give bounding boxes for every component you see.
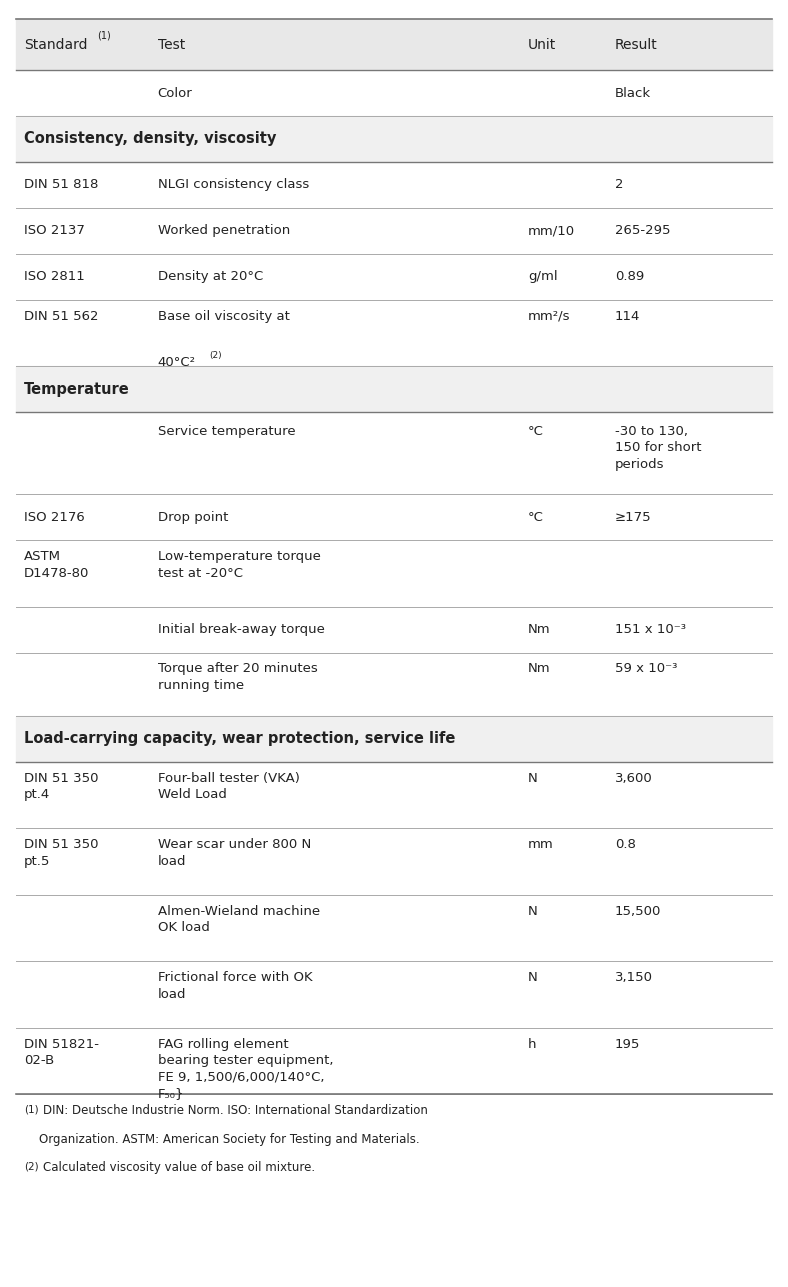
Bar bbox=[16, 19, 772, 69]
Text: Black: Black bbox=[615, 86, 651, 99]
Text: ASTM
D1478-80: ASTM D1478-80 bbox=[24, 551, 89, 580]
Bar bbox=[16, 541, 772, 607]
Bar bbox=[16, 607, 772, 653]
Text: ISO 2811: ISO 2811 bbox=[24, 270, 84, 283]
Text: 114: 114 bbox=[615, 310, 640, 323]
Text: (1): (1) bbox=[97, 31, 110, 41]
Text: mm/10: mm/10 bbox=[528, 224, 575, 237]
Text: Nm: Nm bbox=[528, 663, 551, 676]
Text: °C: °C bbox=[528, 511, 544, 524]
Text: DIN 51 350
pt.5: DIN 51 350 pt.5 bbox=[24, 838, 98, 867]
Bar bbox=[16, 494, 772, 541]
Text: 2: 2 bbox=[615, 179, 623, 192]
Text: Worked penetration: Worked penetration bbox=[158, 224, 290, 237]
Bar bbox=[16, 254, 772, 300]
Text: Unit: Unit bbox=[528, 37, 556, 51]
Text: Torque after 20 minutes
running time: Torque after 20 minutes running time bbox=[158, 663, 318, 692]
Text: 40°C²: 40°C² bbox=[158, 356, 195, 369]
Bar bbox=[16, 208, 772, 254]
Text: Density at 20°C: Density at 20°C bbox=[158, 270, 263, 283]
Text: DIN 51 562: DIN 51 562 bbox=[24, 310, 98, 323]
Text: DIN 51 818: DIN 51 818 bbox=[24, 179, 98, 192]
Text: (2): (2) bbox=[24, 1161, 39, 1171]
Text: DIN: Deutsche Industrie Norm. ISO: International Standardization: DIN: Deutsche Industrie Norm. ISO: Inter… bbox=[43, 1104, 428, 1117]
Text: -30 to 130,
150 for short
periods: -30 to 130, 150 for short periods bbox=[615, 425, 701, 471]
Text: DIN 51821-
02-B: DIN 51821- 02-B bbox=[24, 1037, 98, 1067]
Bar bbox=[16, 300, 772, 367]
Text: Nm: Nm bbox=[528, 623, 551, 636]
Text: 3,150: 3,150 bbox=[615, 972, 652, 985]
Text: Load-carrying capacity, wear protection, service life: Load-carrying capacity, wear protection,… bbox=[24, 731, 455, 746]
Text: mm: mm bbox=[528, 838, 554, 851]
Text: Organization. ASTM: American Society for Testing and Materials.: Organization. ASTM: American Society for… bbox=[24, 1133, 419, 1145]
Text: Wear scar under 800 N
load: Wear scar under 800 N load bbox=[158, 838, 310, 867]
Text: ≥175: ≥175 bbox=[615, 511, 651, 524]
Bar bbox=[16, 961, 772, 1027]
Text: NLGI consistency class: NLGI consistency class bbox=[158, 179, 309, 192]
Text: 265-295: 265-295 bbox=[615, 224, 670, 237]
Text: Result: Result bbox=[615, 37, 657, 51]
Text: Standard: Standard bbox=[24, 37, 87, 51]
Text: Drop point: Drop point bbox=[158, 511, 228, 524]
Bar bbox=[16, 116, 772, 162]
Text: Consistency, density, viscosity: Consistency, density, viscosity bbox=[24, 131, 276, 147]
Bar bbox=[16, 412, 772, 494]
Bar bbox=[16, 828, 772, 894]
Text: ISO 2176: ISO 2176 bbox=[24, 511, 84, 524]
Bar bbox=[16, 653, 772, 716]
Bar bbox=[16, 716, 772, 762]
Text: Four-ball tester (VKA)
Weld Load: Four-ball tester (VKA) Weld Load bbox=[158, 772, 299, 801]
Text: g/ml: g/ml bbox=[528, 270, 558, 283]
Bar bbox=[16, 162, 772, 208]
Text: h: h bbox=[528, 1037, 537, 1050]
Bar bbox=[16, 367, 772, 412]
Text: Frictional force with OK
load: Frictional force with OK load bbox=[158, 972, 312, 1000]
Text: N: N bbox=[528, 972, 537, 985]
Bar bbox=[16, 762, 772, 828]
Bar bbox=[16, 894, 772, 961]
Text: Temperature: Temperature bbox=[24, 382, 129, 396]
Text: (2): (2) bbox=[209, 351, 221, 360]
Text: 59 x 10⁻³: 59 x 10⁻³ bbox=[615, 663, 677, 676]
Bar bbox=[16, 69, 772, 116]
Text: Calculated viscosity value of base oil mixture.: Calculated viscosity value of base oil m… bbox=[43, 1161, 315, 1174]
Text: Service temperature: Service temperature bbox=[158, 425, 296, 438]
Text: DIN 51 350
pt.4: DIN 51 350 pt.4 bbox=[24, 772, 98, 801]
Text: N: N bbox=[528, 905, 537, 918]
Text: 0.8: 0.8 bbox=[615, 838, 635, 851]
Text: 3,600: 3,600 bbox=[615, 772, 652, 785]
Text: ISO 2137: ISO 2137 bbox=[24, 224, 84, 237]
Text: mm²/s: mm²/s bbox=[528, 310, 571, 323]
Text: 15,500: 15,500 bbox=[615, 905, 661, 918]
Text: Color: Color bbox=[158, 86, 192, 99]
Text: Initial break-away torque: Initial break-away torque bbox=[158, 623, 325, 636]
Text: °C: °C bbox=[528, 425, 544, 438]
Text: Test: Test bbox=[158, 37, 185, 51]
Text: Base oil viscosity at: Base oil viscosity at bbox=[158, 310, 289, 323]
Text: Almen-Wieland machine
OK load: Almen-Wieland machine OK load bbox=[158, 905, 320, 934]
Text: FAG rolling element
bearing tester equipment,
FE 9, 1,500/6,000/140°C,
F₅₀}: FAG rolling element bearing tester equip… bbox=[158, 1037, 333, 1100]
Text: Low-temperature torque
test at -20°C: Low-temperature torque test at -20°C bbox=[158, 551, 321, 580]
Text: N: N bbox=[528, 772, 537, 785]
Text: (1): (1) bbox=[24, 1104, 39, 1115]
Text: 0.89: 0.89 bbox=[615, 270, 644, 283]
Text: 151 x 10⁻³: 151 x 10⁻³ bbox=[615, 623, 686, 636]
Bar bbox=[16, 1027, 772, 1094]
Text: 195: 195 bbox=[615, 1037, 640, 1050]
